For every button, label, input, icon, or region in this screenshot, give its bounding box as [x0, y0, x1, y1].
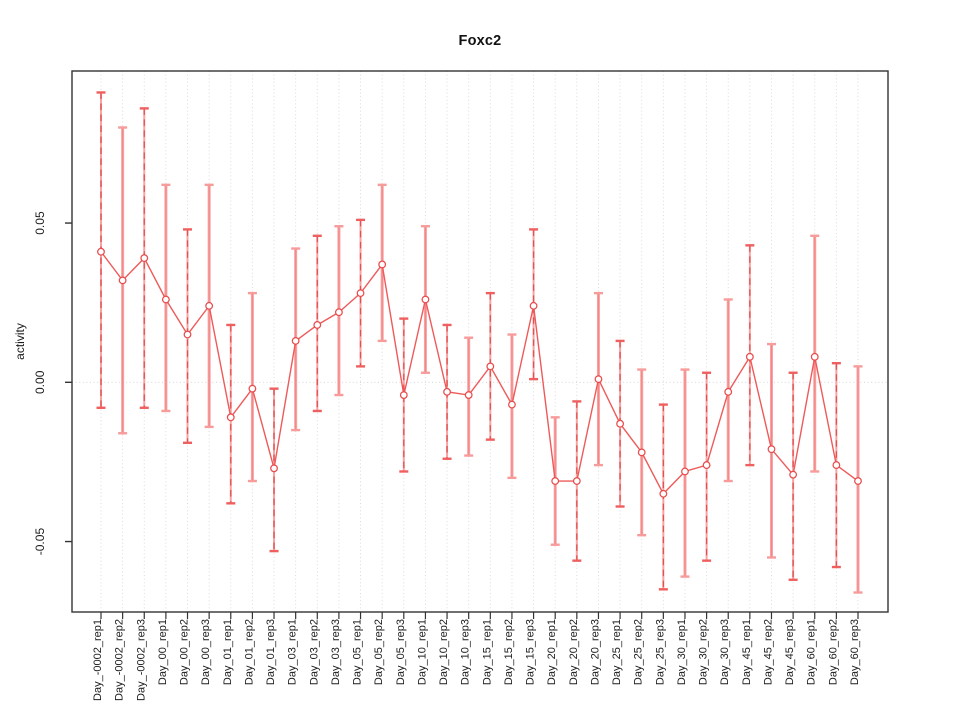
x-axis: Day_-0002_rep1 Day_-0002_rep2 Day_-0002_re…	[92, 612, 861, 701]
x-tick-label: Day_25_rep2	[633, 619, 645, 685]
x-tick-label: Day_03_rep1	[287, 619, 299, 685]
data-point	[724, 387, 733, 396]
data-point	[118, 276, 127, 285]
data-point	[637, 448, 646, 457]
data-point	[681, 467, 689, 476]
y-tick-label: -0.05	[33, 528, 47, 556]
data-point	[356, 289, 365, 298]
x-tick-label: Day_10_rep3	[460, 619, 472, 685]
x-tick-label: Day_01_rep3	[265, 619, 277, 685]
error-bars	[96, 91, 863, 594]
x-tick-label: Day_10_rep1	[416, 619, 428, 685]
data-point	[486, 362, 495, 371]
chart-title: Foxc2	[458, 33, 502, 49]
y-tick-label: 0.00	[33, 370, 47, 394]
data-point	[313, 321, 322, 329]
x-tick-label: Day_30_rep2	[698, 619, 710, 685]
x-tick-label: Day_30_rep1	[676, 619, 688, 685]
x-tick-label: Day_01_rep2	[243, 619, 255, 685]
data-point	[789, 470, 798, 479]
data-point	[616, 419, 625, 428]
x-tick-label: Day_15_rep1	[481, 619, 493, 685]
data-point	[508, 400, 516, 409]
x-tick-label: Day_60_rep1	[806, 619, 818, 685]
x-tick-label: Day_45_rep3	[784, 619, 796, 685]
plot-frame	[71, 70, 889, 613]
x-tick-label: Day_05_rep3	[395, 619, 407, 685]
data-point	[270, 464, 278, 473]
x-tick-label: Day_03_rep2	[308, 619, 320, 685]
y-tick-label: 0.05	[33, 211, 47, 235]
data-point	[529, 301, 538, 310]
data-point	[161, 295, 170, 304]
x-tick-label: Day_-0002_rep1	[92, 619, 104, 701]
x-tick-label: Day_20_rep3	[589, 619, 601, 685]
data-point	[248, 384, 257, 393]
x-tick-label: Day_45_rep2	[762, 619, 774, 685]
data-point	[464, 391, 473, 399]
data-point	[702, 461, 711, 470]
x-tick-label: Day_-0002_rep2	[114, 619, 126, 701]
x-tick-label: Day_00_rep1	[157, 619, 169, 685]
x-tick-label: Day_03_rep3	[330, 619, 342, 685]
x-tick-label: Day_30_rep3	[719, 619, 731, 685]
data-point	[443, 387, 451, 396]
x-tick-label: Day_00_rep2	[179, 619, 191, 685]
data-point	[97, 247, 105, 256]
data-point	[745, 352, 754, 361]
category-gridlines	[100, 71, 859, 612]
x-tick-label: Day_60_rep3	[849, 619, 861, 685]
x-tick-label: Day_25_rep1	[611, 619, 623, 685]
data-point	[551, 477, 560, 485]
y-axis-title: activity	[13, 323, 27, 360]
x-tick-label: Day_15_rep3	[525, 619, 537, 685]
data-point	[659, 489, 668, 498]
x-tick-label: Day_45_rep1	[741, 619, 753, 685]
x-tick-label: Day_20_rep1	[546, 619, 558, 685]
data-point	[291, 336, 300, 345]
y-axis-label: activity	[13, 323, 27, 360]
x-tick-label: Day_05_rep1	[352, 619, 364, 685]
x-tick-label: Day_-0002_rep3	[135, 619, 147, 701]
data-point	[594, 375, 603, 384]
data-point	[378, 260, 387, 269]
x-tick-label: Day_05_rep2	[373, 619, 385, 685]
x-tick-label: Day_60_rep2	[827, 619, 839, 685]
data-point	[399, 391, 408, 399]
x-tick-label: Day_25_rep3	[654, 619, 666, 685]
data-point	[832, 461, 841, 470]
data-line	[100, 251, 859, 495]
x-tick-label: Day_20_rep2	[568, 619, 580, 685]
x-tick-label: Day_00_rep3	[200, 619, 212, 685]
data-point	[205, 301, 214, 310]
data-point	[572, 477, 581, 485]
data-point	[854, 477, 862, 485]
x-tick-label: Day_01_rep1	[222, 619, 234, 685]
data-point	[226, 413, 235, 422]
data-point	[421, 295, 430, 304]
data-point	[334, 308, 343, 317]
data-point	[767, 445, 776, 454]
x-tick-label: Day_15_rep2	[503, 619, 515, 685]
data-point	[183, 330, 192, 339]
y-axis: 0.05 0.00 -0.05	[33, 211, 72, 555]
data-points	[97, 247, 862, 498]
x-tick-label: Day_10_rep2	[438, 619, 450, 685]
data-point	[810, 352, 819, 361]
data-point	[140, 254, 149, 263]
